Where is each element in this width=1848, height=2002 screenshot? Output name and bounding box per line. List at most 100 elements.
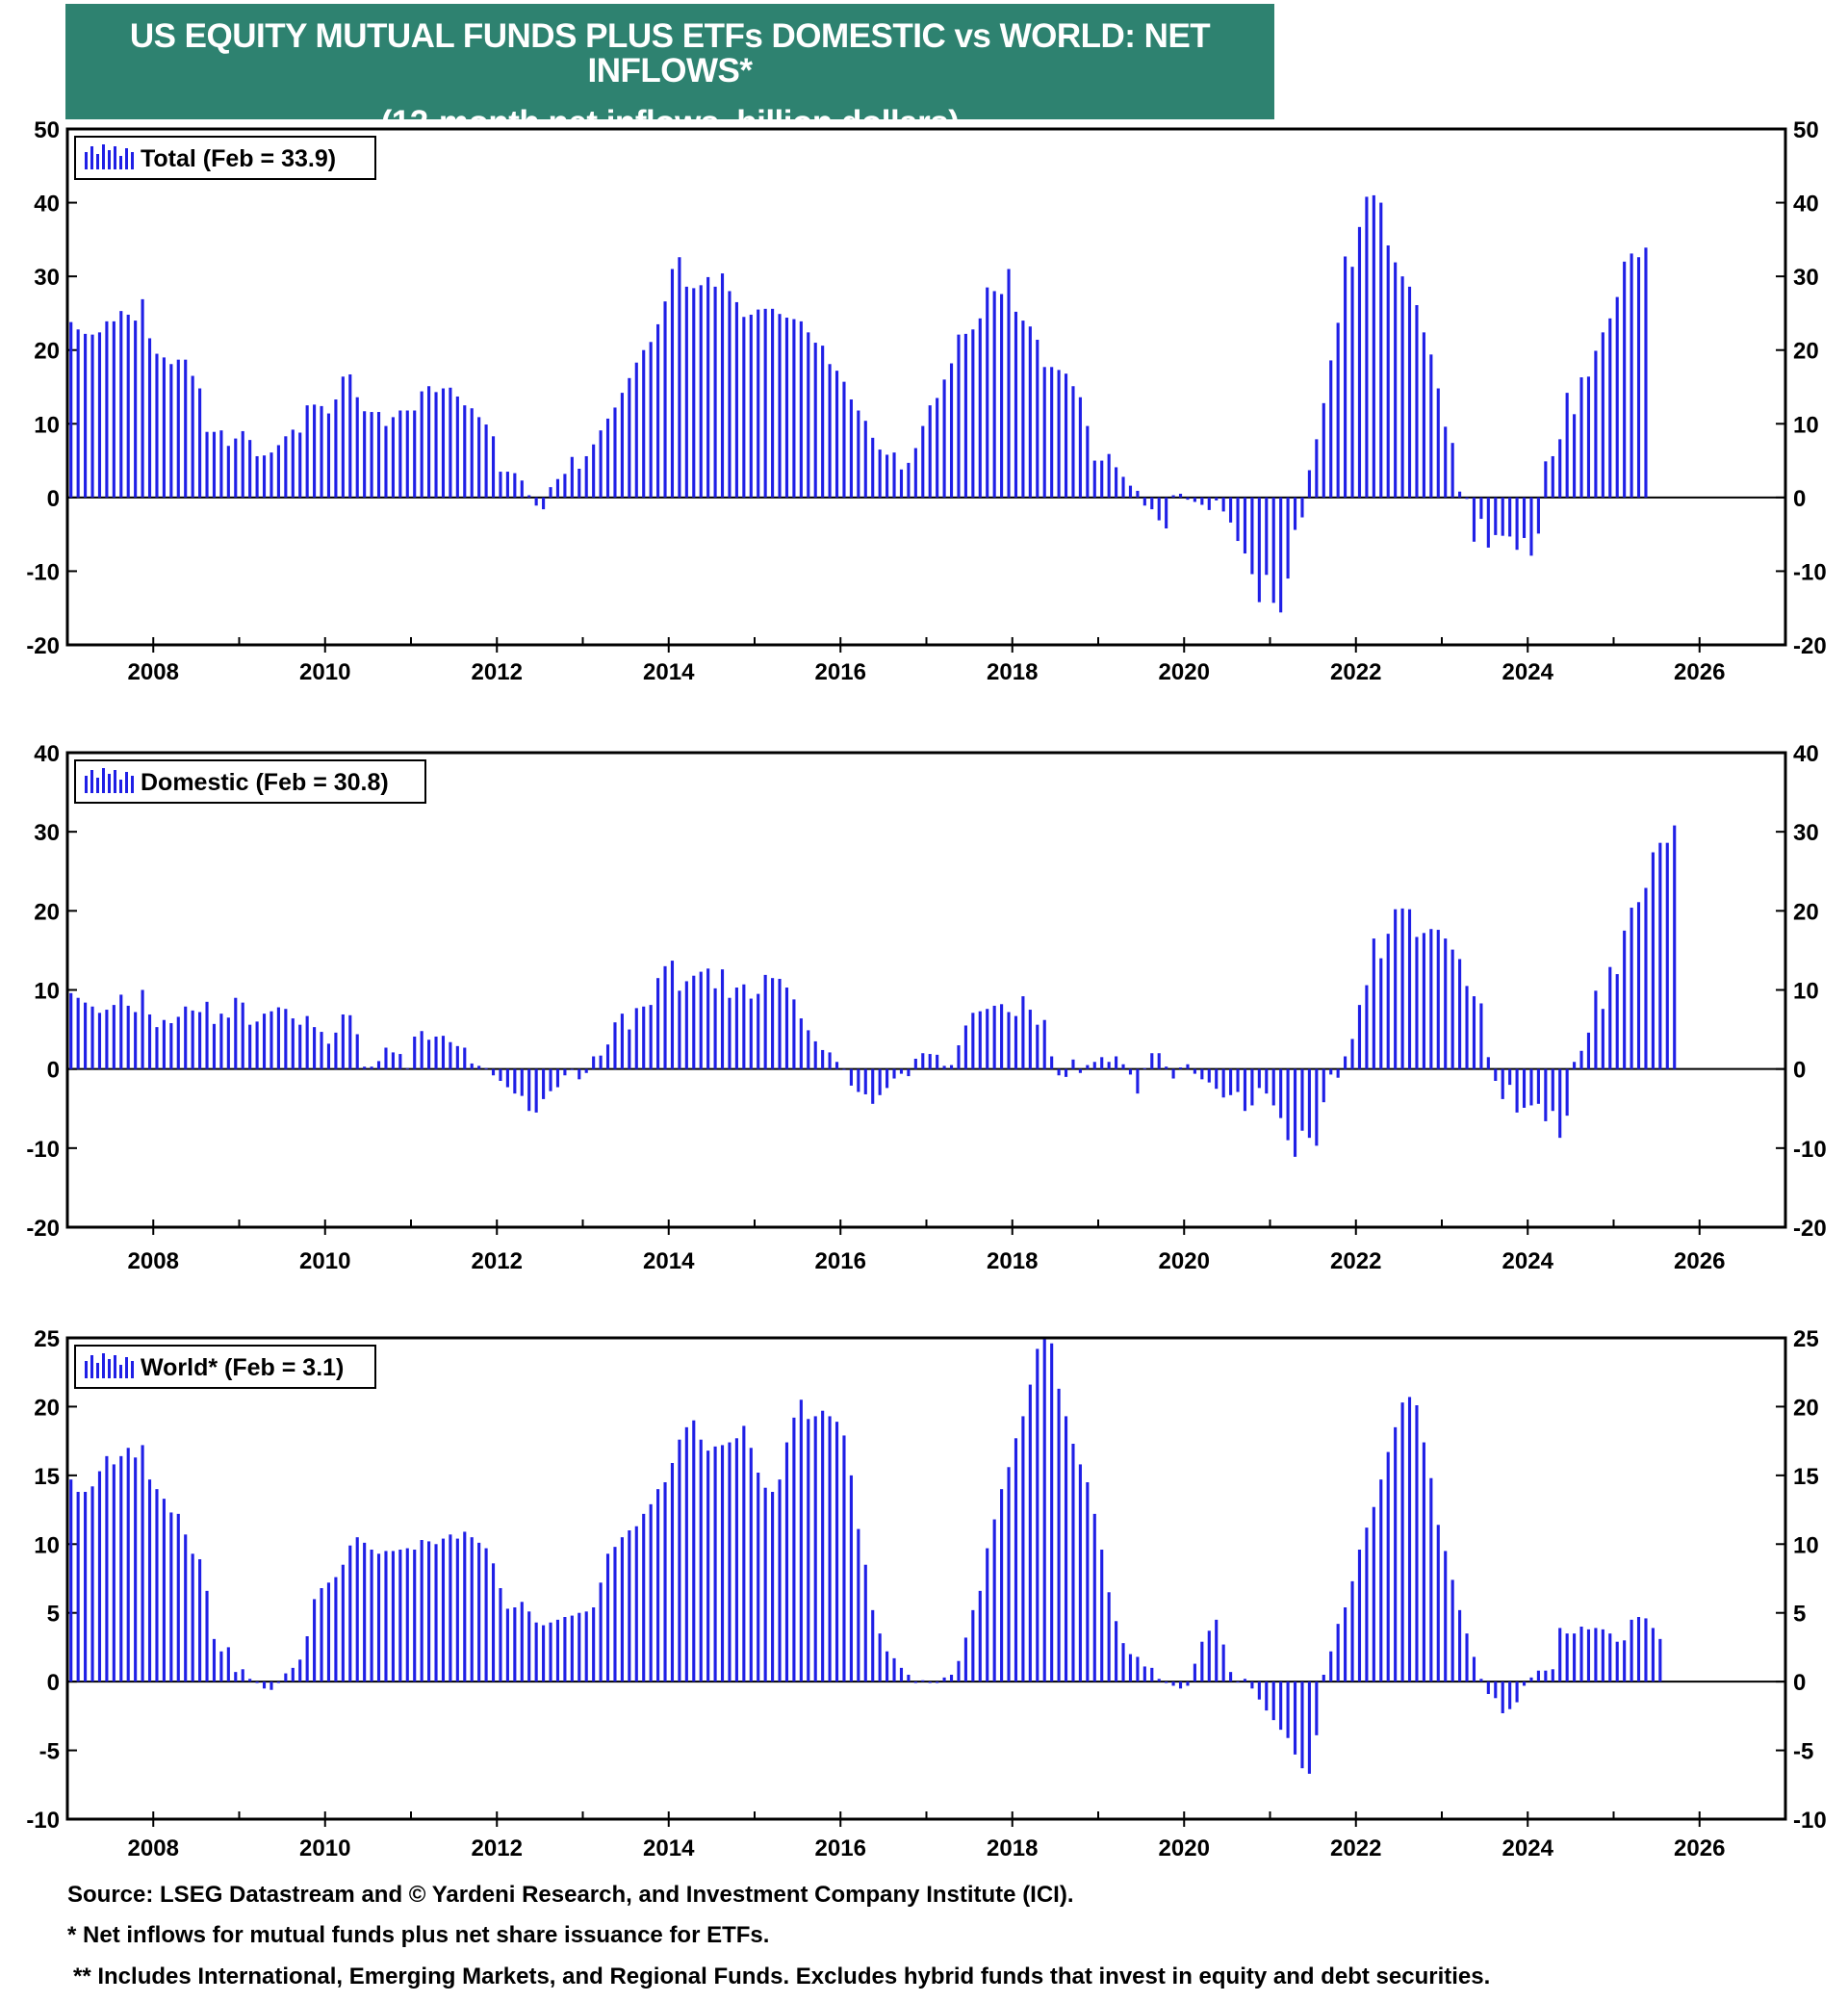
bar bbox=[527, 1611, 531, 1682]
bar bbox=[427, 386, 431, 498]
bar bbox=[1121, 476, 1125, 498]
legend-swatch-bar bbox=[85, 1361, 88, 1378]
bar bbox=[141, 298, 144, 498]
bar bbox=[1573, 1062, 1577, 1069]
bar bbox=[913, 1681, 917, 1683]
bar bbox=[1536, 1670, 1540, 1682]
bar bbox=[1429, 354, 1433, 498]
bar bbox=[749, 314, 753, 498]
bar bbox=[613, 1547, 617, 1682]
bar bbox=[1379, 202, 1383, 498]
bar bbox=[771, 978, 775, 1069]
bar bbox=[155, 1489, 159, 1682]
bar bbox=[678, 257, 681, 498]
bar bbox=[649, 342, 653, 498]
bar bbox=[642, 1513, 646, 1682]
bar bbox=[248, 1679, 252, 1682]
y-tick-label-right: 20 bbox=[1793, 339, 1819, 365]
y-tick-label-left: 30 bbox=[34, 265, 60, 291]
bar bbox=[1400, 908, 1404, 1069]
x-tick-label: 2016 bbox=[815, 1835, 866, 1861]
bar bbox=[391, 1052, 395, 1069]
bar bbox=[578, 1068, 581, 1080]
bar bbox=[1486, 497, 1490, 548]
bar bbox=[1623, 1640, 1627, 1682]
bar bbox=[878, 1068, 882, 1095]
bar bbox=[670, 269, 675, 498]
bar bbox=[605, 1044, 610, 1069]
bar bbox=[656, 978, 660, 1069]
bar bbox=[1544, 1670, 1548, 1682]
bar bbox=[1036, 1348, 1040, 1682]
bar bbox=[455, 1045, 459, 1069]
bar bbox=[584, 1611, 588, 1682]
bar bbox=[1307, 1068, 1311, 1139]
bar bbox=[986, 1548, 989, 1682]
bar bbox=[892, 452, 896, 498]
bar bbox=[928, 405, 932, 498]
bar bbox=[1529, 497, 1533, 556]
bar bbox=[298, 1659, 302, 1682]
bar bbox=[949, 363, 954, 498]
bar bbox=[1279, 1068, 1283, 1118]
bar bbox=[620, 1537, 624, 1682]
bar bbox=[1200, 1641, 1204, 1682]
bar bbox=[1372, 194, 1375, 498]
bar bbox=[134, 321, 138, 498]
bar bbox=[963, 1637, 967, 1682]
bar bbox=[799, 1018, 803, 1069]
bar bbox=[1092, 1062, 1096, 1069]
bar bbox=[813, 1416, 817, 1682]
bar bbox=[69, 992, 73, 1069]
bar bbox=[1178, 1067, 1183, 1069]
bar bbox=[1229, 1672, 1233, 1682]
y-tick-label-left: -10 bbox=[26, 559, 60, 585]
bar bbox=[363, 1066, 367, 1069]
bar bbox=[270, 452, 273, 498]
bar bbox=[1107, 453, 1111, 498]
bar bbox=[491, 1563, 496, 1682]
bar bbox=[1586, 1032, 1591, 1069]
bar bbox=[1479, 1003, 1483, 1069]
title-line-2: (12-month net inflows, billion dollars) bbox=[380, 104, 960, 141]
bar bbox=[348, 1545, 352, 1682]
bar bbox=[1586, 1629, 1591, 1682]
bar bbox=[1529, 1677, 1533, 1682]
y-tick-label-right: 50 bbox=[1793, 117, 1819, 143]
bar bbox=[849, 1475, 853, 1682]
bar bbox=[97, 1471, 102, 1682]
footer-source: Source: LSEG Datastream and © Yardeni Re… bbox=[67, 1882, 1074, 1908]
bar bbox=[320, 1588, 323, 1682]
y-tick-label-right: 15 bbox=[1793, 1464, 1819, 1490]
bar bbox=[212, 1023, 217, 1069]
bar bbox=[684, 286, 688, 498]
bar bbox=[978, 1590, 982, 1682]
bar bbox=[219, 430, 223, 498]
bar bbox=[757, 309, 760, 498]
bar bbox=[1236, 1681, 1240, 1683]
bar bbox=[842, 1435, 846, 1682]
bar bbox=[857, 410, 860, 498]
bar bbox=[957, 1045, 961, 1069]
bar bbox=[749, 998, 753, 1069]
y-tick-label-right: 5 bbox=[1793, 1602, 1806, 1628]
bar bbox=[1136, 1656, 1140, 1682]
bar bbox=[184, 359, 188, 498]
y-tick-label-left: 40 bbox=[34, 192, 60, 218]
bar bbox=[248, 440, 252, 498]
bar bbox=[1286, 497, 1290, 579]
bar bbox=[757, 993, 760, 1069]
bar bbox=[1178, 494, 1183, 498]
bar bbox=[434, 1036, 438, 1069]
bar bbox=[141, 1445, 144, 1682]
legend-swatch-bar bbox=[96, 154, 99, 169]
bar bbox=[986, 1009, 989, 1069]
bar bbox=[1200, 1068, 1204, 1080]
chart-title: US EQUITY MUTUAL FUNDS PLUS ETFs DOMESTI… bbox=[65, 4, 1274, 141]
bar bbox=[713, 286, 717, 498]
bar bbox=[270, 1681, 273, 1690]
bar bbox=[1494, 1068, 1498, 1081]
legend-swatch-bar bbox=[125, 148, 128, 169]
bar bbox=[169, 1023, 173, 1069]
bar bbox=[1036, 1024, 1040, 1069]
